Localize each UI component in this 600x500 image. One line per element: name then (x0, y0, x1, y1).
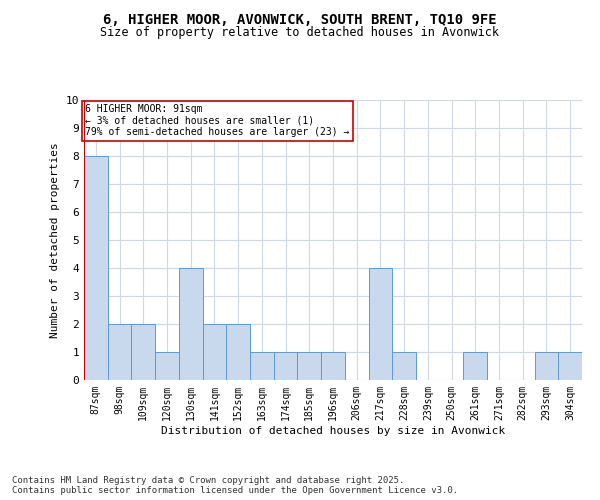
Bar (131, 324, 155, 380)
Bar (274, 352, 298, 380)
Bar (463, 352, 487, 380)
Bar (203, 324, 226, 380)
Bar (226, 324, 250, 380)
Bar (84, 156, 108, 380)
Bar (298, 352, 321, 380)
Y-axis label: Number of detached properties: Number of detached properties (50, 142, 60, 338)
Bar (155, 352, 179, 380)
Text: Size of property relative to detached houses in Avonwick: Size of property relative to detached ho… (101, 26, 499, 39)
Bar (368, 268, 392, 380)
Text: 6 HIGHER MOOR: 91sqm
← 3% of detached houses are smaller (1)
79% of semi-detache: 6 HIGHER MOOR: 91sqm ← 3% of detached ho… (85, 104, 350, 138)
Bar (250, 352, 274, 380)
Bar (179, 268, 203, 380)
Bar (535, 352, 558, 380)
X-axis label: Distribution of detached houses by size in Avonwick: Distribution of detached houses by size … (161, 426, 505, 436)
Text: Contains HM Land Registry data © Crown copyright and database right 2025.
Contai: Contains HM Land Registry data © Crown c… (12, 476, 458, 495)
Bar (558, 352, 582, 380)
Bar (392, 352, 416, 380)
Bar (321, 352, 345, 380)
Bar (108, 324, 131, 380)
Text: 6, HIGHER MOOR, AVONWICK, SOUTH BRENT, TQ10 9FE: 6, HIGHER MOOR, AVONWICK, SOUTH BRENT, T… (103, 12, 497, 26)
